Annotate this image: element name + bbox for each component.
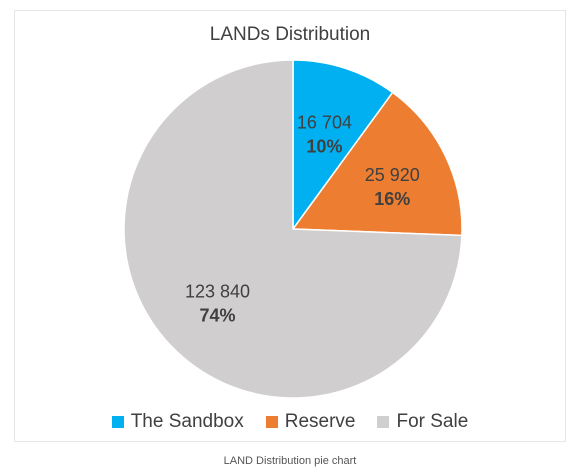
legend-label-for-sale: For Sale <box>396 411 469 432</box>
chart-title: LANDs Distribution <box>209 24 371 45</box>
data-label-percent-reserve: 16% <box>374 189 410 209</box>
data-label-value-the-sandbox: 16 704 <box>297 113 352 133</box>
figure-caption: LAND Distribution pie chart <box>223 455 357 467</box>
pie-slice-reserve <box>291 91 463 237</box>
legend-item-for-sale: For Sale <box>377 411 468 433</box>
legend-swatch-for-sale <box>377 416 390 428</box>
pie-slice-the-sandbox <box>292 59 394 232</box>
legend-label-reserve: Reserve <box>284 411 356 432</box>
legend-label-the-sandbox: The Sandbox <box>130 411 244 432</box>
pie-chart: 16 704 10% 25 920 16% 123 840 74% <box>123 59 463 399</box>
data-label-value-reserve: 25 920 <box>365 165 420 185</box>
legend-item-reserve: Reserve <box>265 411 356 433</box>
chart-frame: LANDs Distribution 16 704 10% 25 920 16% 123… <box>14 10 566 442</box>
legend-swatch-the-sandbox <box>111 416 124 428</box>
legend-swatch-reserve <box>265 416 278 428</box>
data-label-value-for-sale: 123 840 <box>185 282 250 302</box>
data-label-percent-for-sale: 74% <box>199 306 235 326</box>
pie-slice-for-sale <box>123 59 463 399</box>
chart-legend: The Sandbox Reserve For Sale <box>15 411 565 433</box>
legend-item-the-sandbox: The Sandbox <box>111 411 244 433</box>
data-label-percent-the-sandbox: 10% <box>306 137 342 157</box>
